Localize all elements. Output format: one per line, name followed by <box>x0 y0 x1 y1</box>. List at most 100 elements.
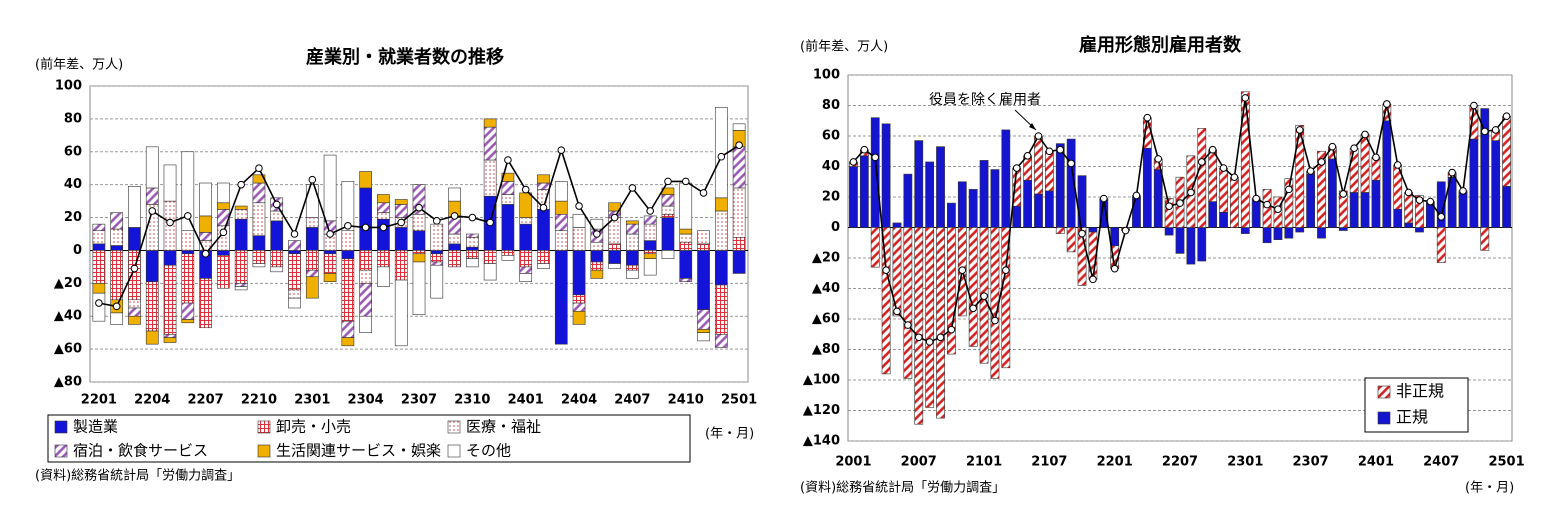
bar-segment <box>1404 222 1413 228</box>
bar-segment <box>501 172 515 182</box>
bar-segment <box>1349 192 1359 228</box>
total-marker <box>1089 275 1097 284</box>
total-marker <box>936 333 945 342</box>
total-marker <box>344 221 352 230</box>
bar-segment <box>1371 179 1381 228</box>
bar-segment <box>466 236 479 248</box>
bar-segment <box>892 227 902 317</box>
bar-segment <box>554 200 568 215</box>
bar-segment <box>412 253 426 263</box>
bar-segment <box>1502 186 1511 228</box>
total-marker <box>1470 101 1478 110</box>
legend-swatch <box>1377 411 1391 425</box>
bar-segment <box>697 243 710 251</box>
bar-segment <box>626 269 639 279</box>
bar-segment <box>714 250 728 286</box>
bar-segment <box>110 245 124 251</box>
bar-segment <box>92 283 106 294</box>
bar-segment <box>881 227 891 375</box>
bar-segment <box>626 223 639 235</box>
bar-segment <box>968 227 978 347</box>
bar-segment <box>181 250 195 255</box>
bar-segment <box>163 250 177 266</box>
bar-segment <box>643 258 657 276</box>
bar-segment <box>145 250 159 282</box>
chart-panel: 雇用形態別雇用者数 (前年差、万人) (年・月) (資料)総務省統計局「労働力調査」 ▲… <box>800 34 1525 496</box>
source-note: (資料)総務省統計局「労働力調査」 <box>800 480 1005 496</box>
bar-segment <box>448 233 461 245</box>
chart-panel: 産業別・就業者数の推移 (前年差、万人) (年・月) (資料)総務省統計局「労働力調査… <box>35 46 757 484</box>
bar-segment <box>947 227 956 355</box>
legend-swatch <box>447 444 461 458</box>
bar-segment <box>288 289 301 299</box>
bar-segment <box>537 250 550 264</box>
total-marker <box>991 316 999 325</box>
bar-segment <box>968 189 978 228</box>
total-marker <box>1426 197 1435 206</box>
bar-segment <box>1164 198 1174 228</box>
bar-segment <box>732 236 746 251</box>
legend-swatch <box>257 420 271 434</box>
x-tick-label: 2107 <box>1031 455 1067 470</box>
total-marker <box>539 203 548 212</box>
bar-segment <box>1382 120 1392 228</box>
bar-segment <box>341 230 355 251</box>
bar-segment <box>1012 205 1022 228</box>
bar-segment <box>537 263 550 269</box>
bar-segment <box>412 261 426 315</box>
bar-segment <box>1458 192 1468 228</box>
bar-segment <box>1197 128 1207 228</box>
y-tick-label: 40 <box>822 159 840 174</box>
chart-title: 産業別・就業者数の推移 <box>306 46 504 68</box>
bar-segment <box>1284 178 1294 228</box>
bar-segment <box>1240 227 1250 234</box>
legend-swatch <box>1377 385 1391 399</box>
total-marker <box>860 145 869 154</box>
total-marker <box>1045 147 1054 156</box>
bar-segment <box>430 261 444 266</box>
bar-segment <box>626 264 639 271</box>
total-marker <box>1252 194 1260 203</box>
bar-segment <box>163 164 177 202</box>
total-marker <box>980 292 988 300</box>
bar-segment <box>199 215 212 233</box>
total-marker <box>1361 130 1369 139</box>
bar-segment <box>145 146 159 189</box>
x-tick-label: 2401 <box>508 393 544 408</box>
bar-segment <box>181 253 195 304</box>
bar-segment <box>1175 227 1185 254</box>
bar-segment <box>714 284 728 335</box>
bar-segment <box>626 233 639 251</box>
bar-segment <box>181 151 195 232</box>
bar-segment <box>1295 125 1305 228</box>
bar-segment <box>430 223 444 251</box>
bar-segment <box>288 297 301 309</box>
bar-segment <box>181 319 195 324</box>
bar-segment <box>643 240 657 251</box>
total-marker <box>575 202 583 210</box>
bar-segment <box>1034 193 1043 228</box>
bar-segment <box>1034 135 1043 195</box>
y-tick-label: 20 <box>64 210 82 225</box>
y-tick-label: 20 <box>822 190 840 205</box>
bar-segment <box>661 194 675 207</box>
bar-segment <box>483 159 497 197</box>
legend-swatch <box>257 444 271 458</box>
bar-segment <box>990 227 1000 379</box>
bar-segment <box>128 250 141 301</box>
bar-segment <box>1436 227 1446 263</box>
bar-segment <box>270 250 284 268</box>
x-axis-label: (年・月) <box>705 427 754 442</box>
bar-segment <box>697 250 710 310</box>
bar-segment <box>270 266 284 273</box>
bar-segment <box>163 337 177 343</box>
bar-segment <box>483 126 497 161</box>
bar-segment <box>199 232 212 241</box>
bar-segment <box>252 182 266 204</box>
bar-segment <box>394 279 408 347</box>
x-tick-label: 2201 <box>1097 455 1133 470</box>
legend-swatch <box>54 444 68 458</box>
y-tick-label: 100 <box>813 68 840 83</box>
bar-segment <box>554 181 568 202</box>
y-axis-label: (前年差、万人) <box>800 39 888 55</box>
